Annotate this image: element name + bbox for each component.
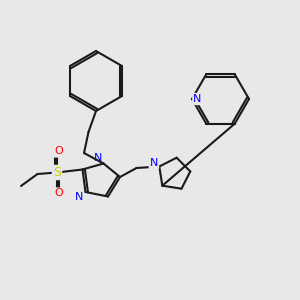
- Text: O: O: [54, 188, 63, 199]
- Text: O: O: [54, 146, 63, 157]
- Text: S: S: [53, 166, 61, 179]
- Text: N: N: [193, 94, 202, 104]
- Text: N: N: [150, 158, 158, 168]
- Text: N: N: [75, 192, 83, 203]
- Text: N: N: [94, 153, 102, 163]
